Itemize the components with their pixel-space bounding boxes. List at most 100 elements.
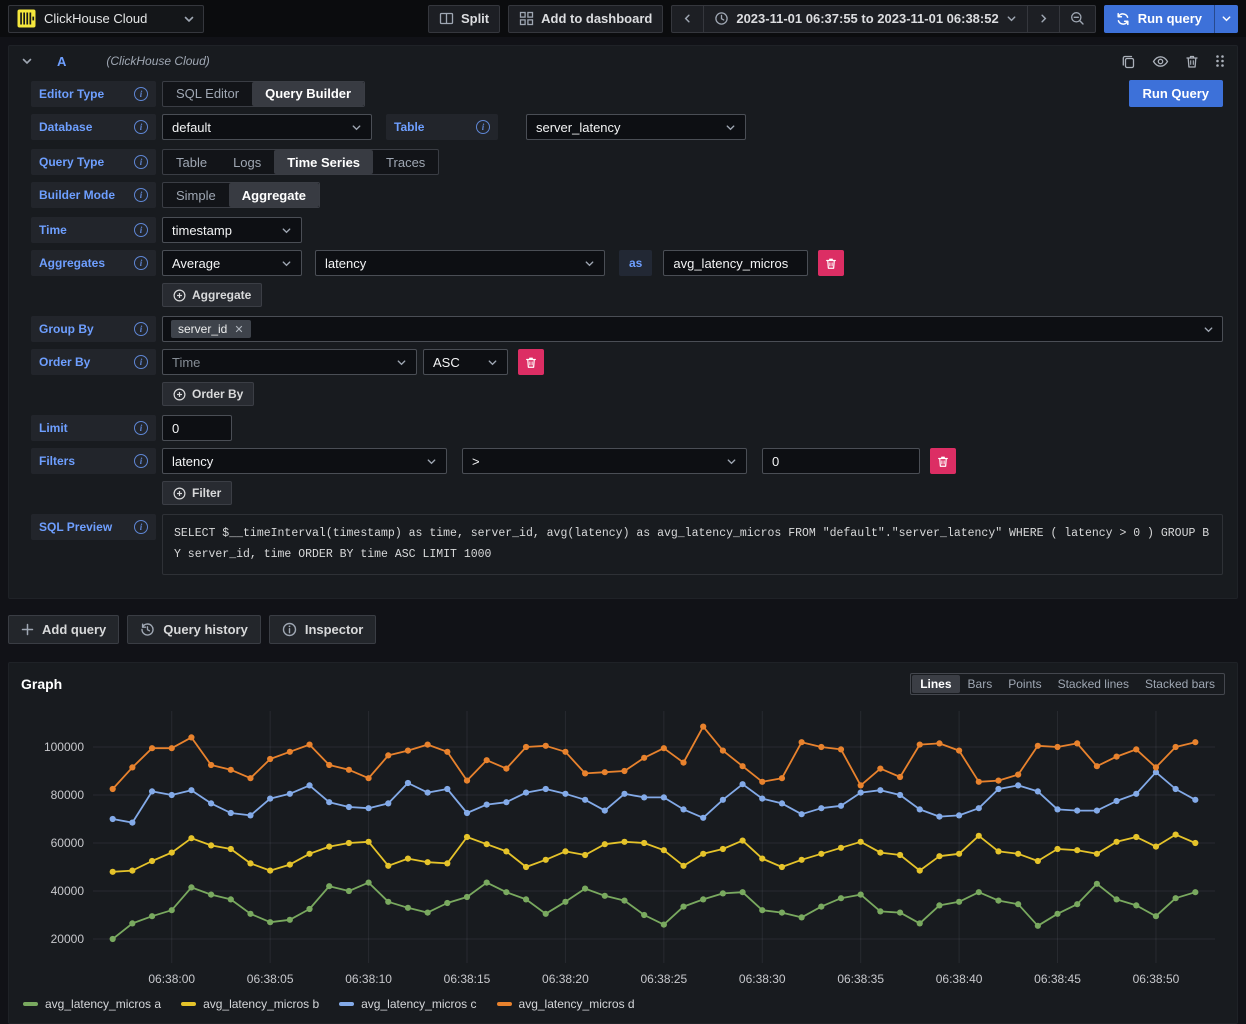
query-type-option-traces[interactable]: Traces — [373, 150, 438, 174]
group-by-tag: server_id ✕ — [171, 320, 251, 338]
chart-legend: avg_latency_micros a avg_latency_micros b… — [9, 995, 1237, 1023]
query-type-option-logs[interactable]: Logs — [220, 150, 274, 174]
time-column-select[interactable]: timestamp — [162, 217, 302, 243]
view-mode-stacked-bars[interactable]: Stacked bars — [1137, 675, 1223, 693]
duplicate-query-icon[interactable] — [1121, 54, 1136, 69]
order-by-field-select[interactable]: Time — [162, 349, 417, 375]
hide-query-icon[interactable] — [1152, 54, 1169, 69]
remove-filter-button[interactable] — [930, 448, 956, 474]
delete-query-icon[interactable] — [1185, 54, 1199, 69]
datasource-picker[interactable]: ClickHouse Cloud — [8, 5, 204, 33]
aggregate-column-select[interactable]: latency — [315, 250, 605, 276]
add-query-button[interactable]: Add query — [8, 615, 119, 644]
time-shift-back-button[interactable] — [671, 5, 704, 33]
info-icon[interactable]: i — [134, 87, 148, 101]
query-type-label: Query Typei — [31, 149, 156, 175]
info-icon[interactable]: i — [134, 322, 148, 336]
info-icon[interactable]: i — [134, 155, 148, 169]
add-filter-button[interactable]: Filter — [162, 481, 232, 505]
view-mode-lines[interactable]: Lines — [912, 675, 959, 693]
query-history-button[interactable]: Query history — [127, 615, 261, 644]
time-range-text: 2023-11-01 06:37:55 to 2023-11-01 06:38:… — [736, 11, 998, 26]
chevron-down-icon — [584, 258, 595, 269]
info-icon[interactable]: i — [134, 256, 148, 270]
chevron-down-icon — [396, 357, 407, 368]
legend-item[interactable]: avg_latency_micros a — [23, 997, 161, 1011]
info-icon[interactable]: i — [134, 520, 148, 534]
builder-mode-toggle: Simple Aggregate — [162, 182, 320, 208]
add-aggregate-button[interactable]: Aggregate — [162, 283, 262, 307]
info-icon[interactable]: i — [476, 120, 490, 134]
drag-handle-icon[interactable] — [1215, 54, 1225, 68]
run-query-options-button[interactable] — [1214, 5, 1238, 33]
graph-title: Graph — [21, 676, 62, 692]
remove-order-by-button[interactable] — [518, 349, 544, 375]
table-select[interactable]: server_latency — [526, 114, 746, 140]
legend-swatch — [497, 1002, 512, 1006]
filter-field-select[interactable]: latency — [162, 448, 447, 474]
run-query-button[interactable]: Run query — [1104, 5, 1214, 33]
query-type-option-table[interactable]: Table — [163, 150, 220, 174]
time-label: Timei — [31, 217, 156, 243]
info-icon[interactable]: i — [134, 355, 148, 369]
svg-text:06:38:10: 06:38:10 — [345, 972, 392, 986]
table-label: Tablei — [386, 114, 498, 140]
time-range-picker[interactable]: 2023-11-01 06:37:55 to 2023-11-01 06:38:… — [703, 5, 1027, 33]
info-icon[interactable]: i — [134, 188, 148, 202]
editor-type-option-builder[interactable]: Query Builder — [252, 82, 364, 106]
inspector-button[interactable]: Inspector — [269, 615, 377, 644]
split-button[interactable]: Split — [428, 5, 500, 33]
remove-tag-icon[interactable]: ✕ — [234, 323, 243, 336]
chevron-down-icon — [726, 456, 737, 467]
filters-label: Filtersi — [31, 448, 156, 474]
info-icon[interactable]: i — [134, 120, 148, 134]
info-icon[interactable]: i — [134, 223, 148, 237]
group-by-label: Group Byi — [31, 316, 156, 342]
view-mode-stacked-lines[interactable]: Stacked lines — [1050, 675, 1137, 693]
legend-item[interactable]: avg_latency_micros b — [181, 997, 319, 1011]
aggregates-label: Aggregatesi — [31, 250, 156, 276]
svg-text:40000: 40000 — [51, 884, 85, 898]
editor-type-option-sql[interactable]: SQL Editor — [163, 82, 252, 106]
legend-label: avg_latency_micros d — [519, 997, 635, 1011]
legend-item[interactable]: avg_latency_micros d — [497, 997, 635, 1011]
builder-mode-option-simple[interactable]: Simple — [163, 183, 229, 207]
remove-aggregate-button[interactable] — [818, 250, 844, 276]
timeseries-chart[interactable]: 2000040000600008000010000006:38:0006:38:… — [17, 703, 1229, 995]
svg-text:20000: 20000 — [51, 932, 85, 946]
time-shift-forward-button[interactable] — [1027, 5, 1060, 33]
query-header: A (ClickHouse Cloud) — [9, 46, 1237, 76]
view-mode-points[interactable]: Points — [1000, 675, 1049, 693]
limit-input[interactable]: 0 — [162, 415, 232, 441]
time-zoom-out-button[interactable] — [1059, 5, 1096, 33]
group-by-multiselect[interactable]: server_id ✕ — [162, 316, 1223, 342]
query-ref-id[interactable]: A — [57, 54, 66, 69]
aggregate-function-select[interactable]: Average — [162, 250, 302, 276]
query-type-toggle: Table Logs Time Series Traces — [162, 149, 439, 175]
order-by-direction-select[interactable]: ASC — [423, 349, 508, 375]
add-to-dashboard-button[interactable]: Add to dashboard — [508, 5, 663, 33]
filter-value-input[interactable]: 0 — [762, 448, 920, 474]
info-icon[interactable]: i — [134, 421, 148, 435]
legend-swatch — [23, 1002, 38, 1006]
aggregate-alias-input[interactable]: avg_latency_micros — [663, 250, 808, 276]
plus-icon — [21, 623, 34, 636]
clickhouse-logo-icon — [17, 9, 36, 28]
query-editor-panel: A (ClickHouse Cloud) Editor Typei SQL Ed — [8, 45, 1238, 599]
zoom-out-icon — [1070, 11, 1085, 26]
chevron-right-icon — [1038, 13, 1049, 24]
database-select[interactable]: default — [162, 114, 372, 140]
panel-run-query-button[interactable]: Run Query — [1129, 80, 1223, 107]
legend-item[interactable]: avg_latency_micros c — [339, 997, 476, 1011]
collapse-chevron-icon[interactable] — [21, 55, 33, 67]
chevron-down-icon — [281, 225, 292, 236]
add-order-by-button[interactable]: Order By — [162, 382, 254, 406]
svg-text:06:38:40: 06:38:40 — [936, 972, 983, 986]
time-range-controls: 2023-11-01 06:37:55 to 2023-11-01 06:38:… — [671, 5, 1095, 33]
info-icon[interactable]: i — [134, 454, 148, 468]
view-mode-bars[interactable]: Bars — [960, 675, 1001, 693]
query-type-option-timeseries[interactable]: Time Series — [274, 150, 373, 174]
filter-operator-select[interactable]: > — [462, 448, 747, 474]
builder-mode-option-aggregate[interactable]: Aggregate — [229, 183, 319, 207]
svg-text:06:38:50: 06:38:50 — [1133, 972, 1180, 986]
